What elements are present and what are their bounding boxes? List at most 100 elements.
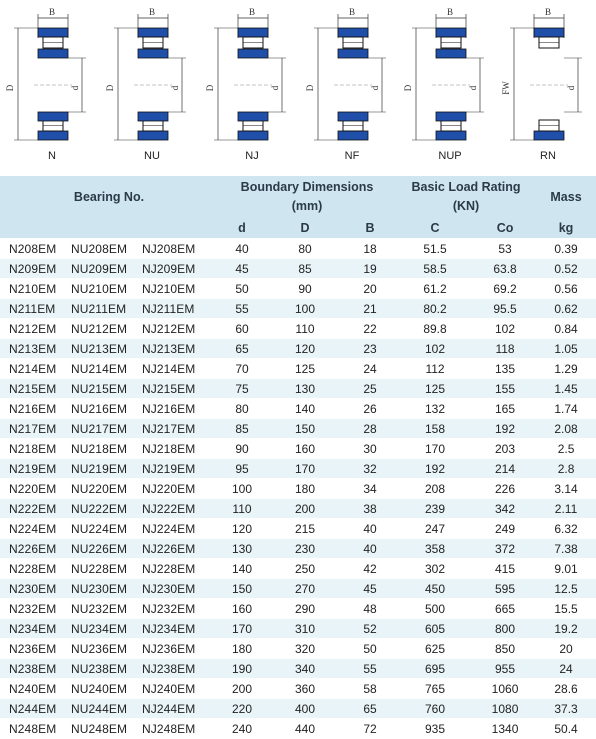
cell-d: 45	[218, 258, 266, 279]
cell-b: 30	[344, 438, 397, 459]
cell-d: 100	[266, 298, 344, 319]
cell-d: 240	[218, 718, 266, 739]
b-dim-label: B	[49, 7, 55, 17]
bearing-no-n: N248EM	[9, 721, 57, 736]
cell-d: 80	[218, 398, 266, 419]
cell-c: 765	[396, 678, 475, 699]
bearing-no-nj: NJ208EM	[142, 241, 196, 256]
inner-ring-top	[435, 48, 467, 59]
cell-b: 26	[344, 398, 397, 419]
bearing-no-nj: NJ216EM	[142, 401, 196, 416]
bearing-numbers: N232EM NU232EM NJ232EM	[0, 598, 218, 619]
bearing-no-nj: NJ224EM	[142, 521, 196, 536]
cell-d: 100	[218, 478, 266, 499]
diagram-type-label: RN	[540, 150, 556, 162]
cell-d: 90	[218, 438, 266, 459]
cell-kg: 0.39	[536, 238, 596, 259]
bearing-numbers: N248EM NU248EM NJ248EM	[0, 718, 218, 739]
cell-co: 372	[474, 538, 537, 559]
cell-d: 270	[266, 578, 344, 599]
diagram-type-label: NU	[144, 150, 160, 162]
cell-c: 192	[396, 458, 475, 479]
outer-ring-top	[37, 27, 69, 38]
outer-ring-top	[533, 27, 565, 38]
cell-co: 165	[474, 398, 537, 419]
b-dim-label: B	[149, 7, 155, 17]
cell-d: 85	[218, 418, 266, 439]
cell-kg: 2.11	[536, 498, 596, 519]
bearing-no-nu: NU210EM	[71, 281, 128, 296]
cell-kg: 15.5	[536, 598, 596, 619]
cell-c: 247	[396, 518, 475, 539]
table-row: N238EM NU238EM NJ238EM 190 340 55 695 955 24	[0, 658, 596, 679]
cell-d: 290	[266, 598, 344, 619]
bearing-no-nu: NU226EM	[71, 541, 128, 556]
bearing-numbers: N212EM NU212EM NJ212EM	[0, 318, 218, 339]
outer-dim-label: D	[5, 84, 15, 91]
bearing-spec-table: Bearing No. Boundary Dimensions (mm) Bas…	[0, 176, 596, 739]
cell-kg: 1.29	[536, 358, 596, 379]
inner-ring-bottom	[237, 111, 269, 122]
bearing-numbers: N218EM NU218EM NJ218EM	[0, 438, 218, 459]
bearing-no-nj: NJ238EM	[142, 661, 196, 676]
cell-kg: 20	[536, 638, 596, 659]
bearing-numbers: N240EM NU240EM NJ240EM	[0, 678, 218, 699]
cell-d: 360	[266, 678, 344, 699]
cell-b: 38	[344, 498, 397, 519]
table-row: N213EM NU213EM NJ213EM 65 120 23 102 118 1.05	[0, 338, 596, 359]
bearing-numbers: N228EM NU228EM NJ228EM	[0, 558, 218, 579]
bearing-no-n: N220EM	[9, 481, 57, 496]
bearing-no-n: N228EM	[9, 561, 57, 576]
table-row: N244EM NU244EM NJ244EM 220 400 65 760 1080 37.3	[0, 698, 596, 719]
cell-d: 200	[218, 678, 266, 699]
cell-d: 180	[266, 478, 344, 499]
cell-d: 150	[266, 418, 344, 439]
cell-d: 140	[266, 398, 344, 419]
cell-c: 89.8	[396, 318, 475, 339]
table-row: N236EM NU236EM NJ236EM 180 320 50 625 850 20	[0, 638, 596, 659]
bearing-numbers: N217EM NU217EM NJ217EM	[0, 418, 218, 439]
bearing-no-n: N211EM	[9, 301, 56, 316]
bearing-no-n: N217EM	[9, 421, 57, 436]
outer-dim-label: D	[305, 84, 315, 91]
bearing-numbers: N209EM NU209EM NJ209EM	[0, 258, 218, 279]
cell-b: 20	[344, 278, 397, 299]
bearing-no-nj: NJ244EM	[142, 701, 196, 716]
bearing-numbers: N222EM NU222EM NJ222EM	[0, 498, 218, 519]
table-row: N220EM NU220EM NJ220EM 100 180 34 208 226 3.14	[0, 478, 596, 499]
cell-kg: 1.45	[536, 378, 596, 399]
cell-kg: 6.32	[536, 518, 596, 539]
outer-dim-label: D	[105, 84, 115, 91]
cell-c: 51.5	[396, 238, 475, 259]
bearing-no-nj: NJ226EM	[142, 541, 196, 556]
cell-b: 23	[344, 338, 397, 359]
cell-c: 500	[396, 598, 475, 619]
outer-ring-bottom	[435, 130, 467, 141]
bearing-no-nu: NU230EM	[71, 581, 128, 596]
inner-dim-label: d	[468, 85, 478, 90]
cell-co: 595	[474, 578, 537, 599]
cell-kg: 0.56	[536, 278, 596, 299]
bearing-numbers: N224EM NU224EM NJ224EM	[0, 518, 218, 539]
diagram-type-label: N	[48, 150, 56, 162]
bearing-no-n: N222EM	[9, 501, 57, 516]
cell-kg: 12.5	[536, 578, 596, 599]
bearing-no-sub	[0, 218, 218, 239]
bearing-numbers: N226EM NU226EM NJ226EM	[0, 538, 218, 559]
bearing-no-nj: NJ209EM	[142, 261, 196, 276]
cell-b: 19	[344, 258, 397, 279]
cell-b: 65	[344, 698, 397, 719]
bearing-numbers: N236EM NU236EM NJ236EM	[0, 638, 218, 659]
outer-ring-bottom	[137, 130, 169, 141]
cell-co: 1060	[474, 678, 537, 699]
table-row: N218EM NU218EM NJ218EM 90 160 30 170 203 2.5	[0, 438, 596, 459]
table-row: N226EM NU226EM NJ226EM 130 230 40 358 372 7.38	[0, 538, 596, 559]
bearing-numbers: N210EM NU210EM NJ210EM	[0, 278, 218, 299]
bearing-no-n: N226EM	[9, 541, 57, 556]
bearing-no-n: N214EM	[9, 361, 57, 376]
outer-ring-bottom	[237, 130, 269, 141]
cell-d: 180	[218, 638, 266, 659]
cell-d: 220	[218, 698, 266, 719]
inner-ring-top	[137, 48, 169, 59]
